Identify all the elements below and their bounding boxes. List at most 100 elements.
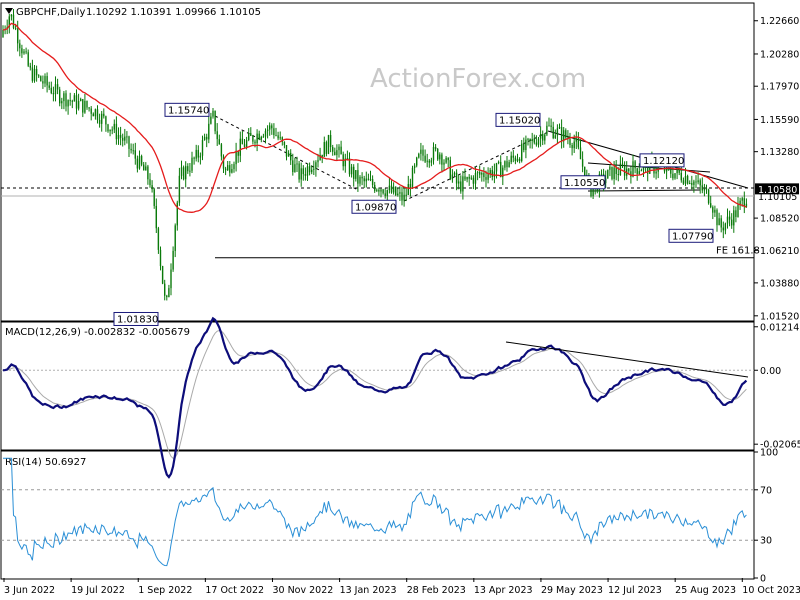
candle-body [185,166,187,180]
candle-body [14,27,17,29]
axis-tick-label: 1.01520 [760,311,799,322]
candle-body [745,203,748,207]
axis-tick-label: 1.20280 [760,49,799,60]
x-tick-label: 29 May 2023 [541,585,603,596]
candle-body [712,207,714,213]
candle-body [556,128,559,136]
axis-tick-label: 0.012145 [760,322,800,333]
candle-body [609,166,611,170]
macd-line [2,316,748,479]
price-label-box [113,311,159,326]
candle-body [439,154,441,160]
candle-body [537,138,540,145]
candle-body [298,163,300,180]
level-price-tag [755,183,799,195]
candle-body [164,283,166,296]
candle-body [122,137,124,141]
candle-body [485,177,487,180]
price-label-box [164,102,210,117]
candle-body [455,172,458,184]
price-label-text: 1.15020 [499,115,540,126]
x-tick-label: 1 Sep 2022 [138,585,192,596]
candle-body [392,186,395,193]
candle-body [707,189,710,204]
candle-body [558,127,561,129]
price-axis: 1.22660 1.20280 1.17970 1.15590 1.13280 1.085… [754,16,799,322]
collapse-triangle-icon[interactable] [5,8,13,14]
candle-body [130,148,132,151]
candle-body [497,161,500,164]
axis-tick-label: 1.15590 [760,115,799,126]
candle-body [737,204,739,217]
price-label-text: 1.12120 [643,156,684,167]
candle-body [33,68,36,81]
x-tick-label: 10 Oct 2023 [742,585,800,596]
candle-body [739,200,741,205]
candle-body [527,138,529,140]
candle-body [151,185,153,190]
candle-body [432,146,435,161]
candle-body [105,116,107,125]
candle-body [374,184,376,191]
candle-body [361,176,363,179]
candle-body [77,101,80,109]
axis-tick-label: 1.13280 [760,147,799,158]
candle-body [655,171,657,174]
candle-body [508,162,510,168]
candle-body [166,295,168,298]
candle-body [369,179,372,181]
candle-body [17,28,19,44]
candle-body [416,157,418,166]
candle-body [682,180,685,184]
candle-body [94,109,97,117]
candle-body [285,144,288,157]
candle-body [46,76,48,86]
candle-body [533,138,535,143]
candle-body [172,250,174,270]
candle-body [149,179,151,186]
price-label-box [495,112,541,127]
candle-body [693,181,695,185]
candle-body [103,113,105,117]
candle-body [672,173,674,179]
candle-body [491,169,493,177]
candle-body [113,123,115,130]
x-tick-label: 25 Aug 2023 [675,585,736,596]
candle-body [529,138,531,141]
candle-body [674,173,676,179]
candle-body [313,168,315,170]
candle-body [182,167,185,180]
candle-body [306,166,309,176]
candle-body [283,141,286,145]
candle-body [357,170,359,184]
candle-body [145,166,147,171]
candle-body [428,160,430,163]
price-label-text: 1.15740 [168,105,209,116]
axis-tick-label: 0 [760,574,766,585]
price-label-text: 1.07790 [672,231,713,242]
candle-body [386,190,388,196]
candle-body [466,176,468,180]
axis-tick-label: 100 [760,448,778,459]
candle-body [23,51,25,54]
candle-body [281,137,283,142]
candle-body [495,163,498,172]
candle-body [636,168,638,174]
candle-body [161,266,164,284]
candle-body [52,93,55,95]
candle-body [640,170,643,172]
candle-body [691,183,693,185]
candle-body [575,138,577,142]
candle-body [332,147,334,152]
candle-body [111,129,113,131]
candle-body [235,150,237,165]
candle-body [523,143,525,151]
candle-body [124,136,126,141]
candle-body [300,168,302,180]
candle-body [323,142,325,157]
candle-body [44,76,46,84]
candle-body [411,167,414,189]
candle-body [695,181,697,183]
candle-body [187,166,189,172]
